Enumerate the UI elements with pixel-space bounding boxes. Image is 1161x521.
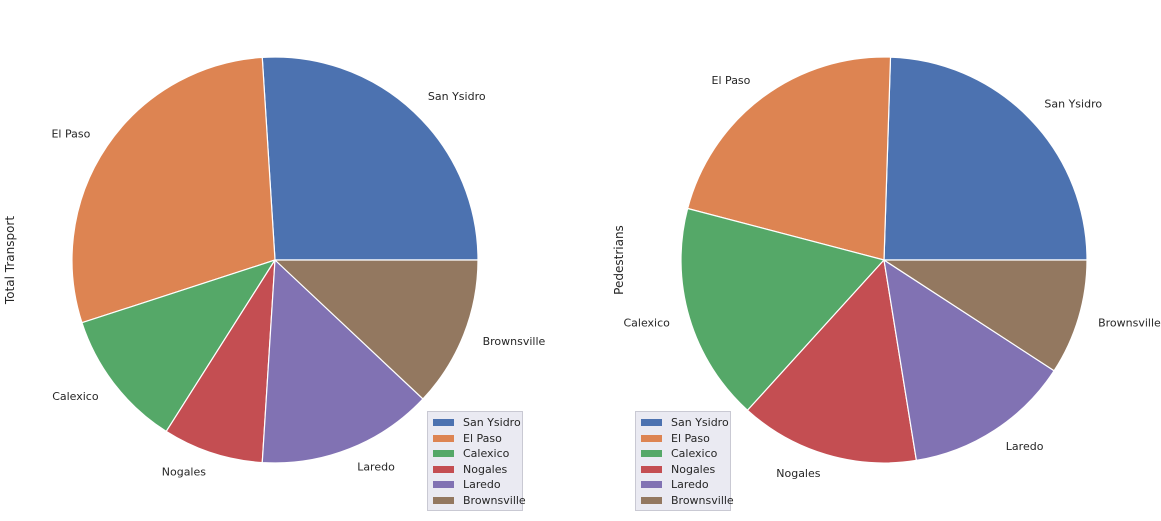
legend-item-laredo: Laredo [428,477,522,493]
legend-label: Brownsville [463,493,526,507]
legend-swatch [641,419,662,427]
legend-label: Nogales [671,462,716,476]
legend-item-nogales: Nogales [428,462,522,478]
legend-label: El Paso [671,431,710,445]
y-axis-label: Pedestrians [612,225,626,295]
legend-swatch [641,450,662,458]
slice-label-nogales: Nogales [162,465,207,478]
pie-slice-calexico [81,259,276,432]
pie-slice-laredo [883,259,1055,461]
slice-label-san-ysidro: San Ysidro [1044,98,1102,111]
y-axis-label: Total Transport [3,216,17,305]
legend-swatch [641,465,662,473]
legend-swatch [641,481,662,489]
pie-slice-brownsville [883,259,1088,372]
legend-swatch [641,434,662,442]
legend-label: Nogales [463,462,508,476]
pie-slice-brownsville [274,259,479,400]
legend-swatch [433,450,454,458]
pie-slice-calexico [680,207,885,411]
pie-slice-laredo [261,259,424,464]
slice-label-brownsville: Brownsville [1098,317,1161,330]
legend-swatch [433,496,454,504]
pie-slice-nogales [746,259,917,464]
slice-label-el-paso: El Paso [712,74,751,87]
pie-slice-nogales [165,259,276,464]
legend-item-nogales: Nogales [636,462,730,478]
legend-item-calexico: Calexico [636,446,730,462]
pie-slice-el-paso [71,56,276,324]
pie-slice-el-paso [687,56,892,261]
pie-slice-san-ysidro [261,56,479,261]
slice-label-nogales: Nogales [776,467,821,480]
legend-swatch [433,419,454,427]
slice-label-brownsville: Brownsville [483,335,546,348]
legend-label: Laredo [463,478,501,492]
legend-label: San Ysidro [463,416,521,430]
legend-swatch [433,465,454,473]
legend-label: Calexico [463,447,510,461]
legend-swatch [433,434,454,442]
legend-label: Brownsville [671,493,734,507]
slice-label-san-ysidro: San Ysidro [428,90,486,103]
pie-slice-san-ysidro [883,56,1088,261]
legend-pedestrians: San Ysidro El Paso Calexico Nogales Laredo Br… [635,411,734,511]
legend-item-el-paso: El Paso [428,431,522,447]
slice-label-el-paso: El Paso [51,128,90,141]
legend-item-san-ysidro: San Ysidro [428,415,522,431]
slice-label-laredo: Laredo [357,461,395,474]
slice-label-laredo: Laredo [1006,440,1044,453]
legend-swatch [641,496,662,504]
legend-item-brownsville: Brownsville [636,493,734,509]
slice-label-calexico: Calexico [623,317,670,330]
legend-item-san-ysidro: San Ysidro [636,415,730,431]
legend-item-calexico: Calexico [428,446,522,462]
legend-swatch [433,481,454,489]
legend-label: Calexico [671,447,718,461]
legend-item-brownsville: Brownsville [428,493,526,509]
legend-label: El Paso [463,431,502,445]
slice-label-calexico: Calexico [52,390,99,403]
legend-item-el-paso: El Paso [636,431,730,447]
legend-label: San Ysidro [671,416,729,430]
legend-label: Laredo [671,478,709,492]
legend-total-transport: San Ysidro El Paso Calexico Nogales Laredo Br… [427,411,526,511]
legend-item-laredo: Laredo [636,477,730,493]
